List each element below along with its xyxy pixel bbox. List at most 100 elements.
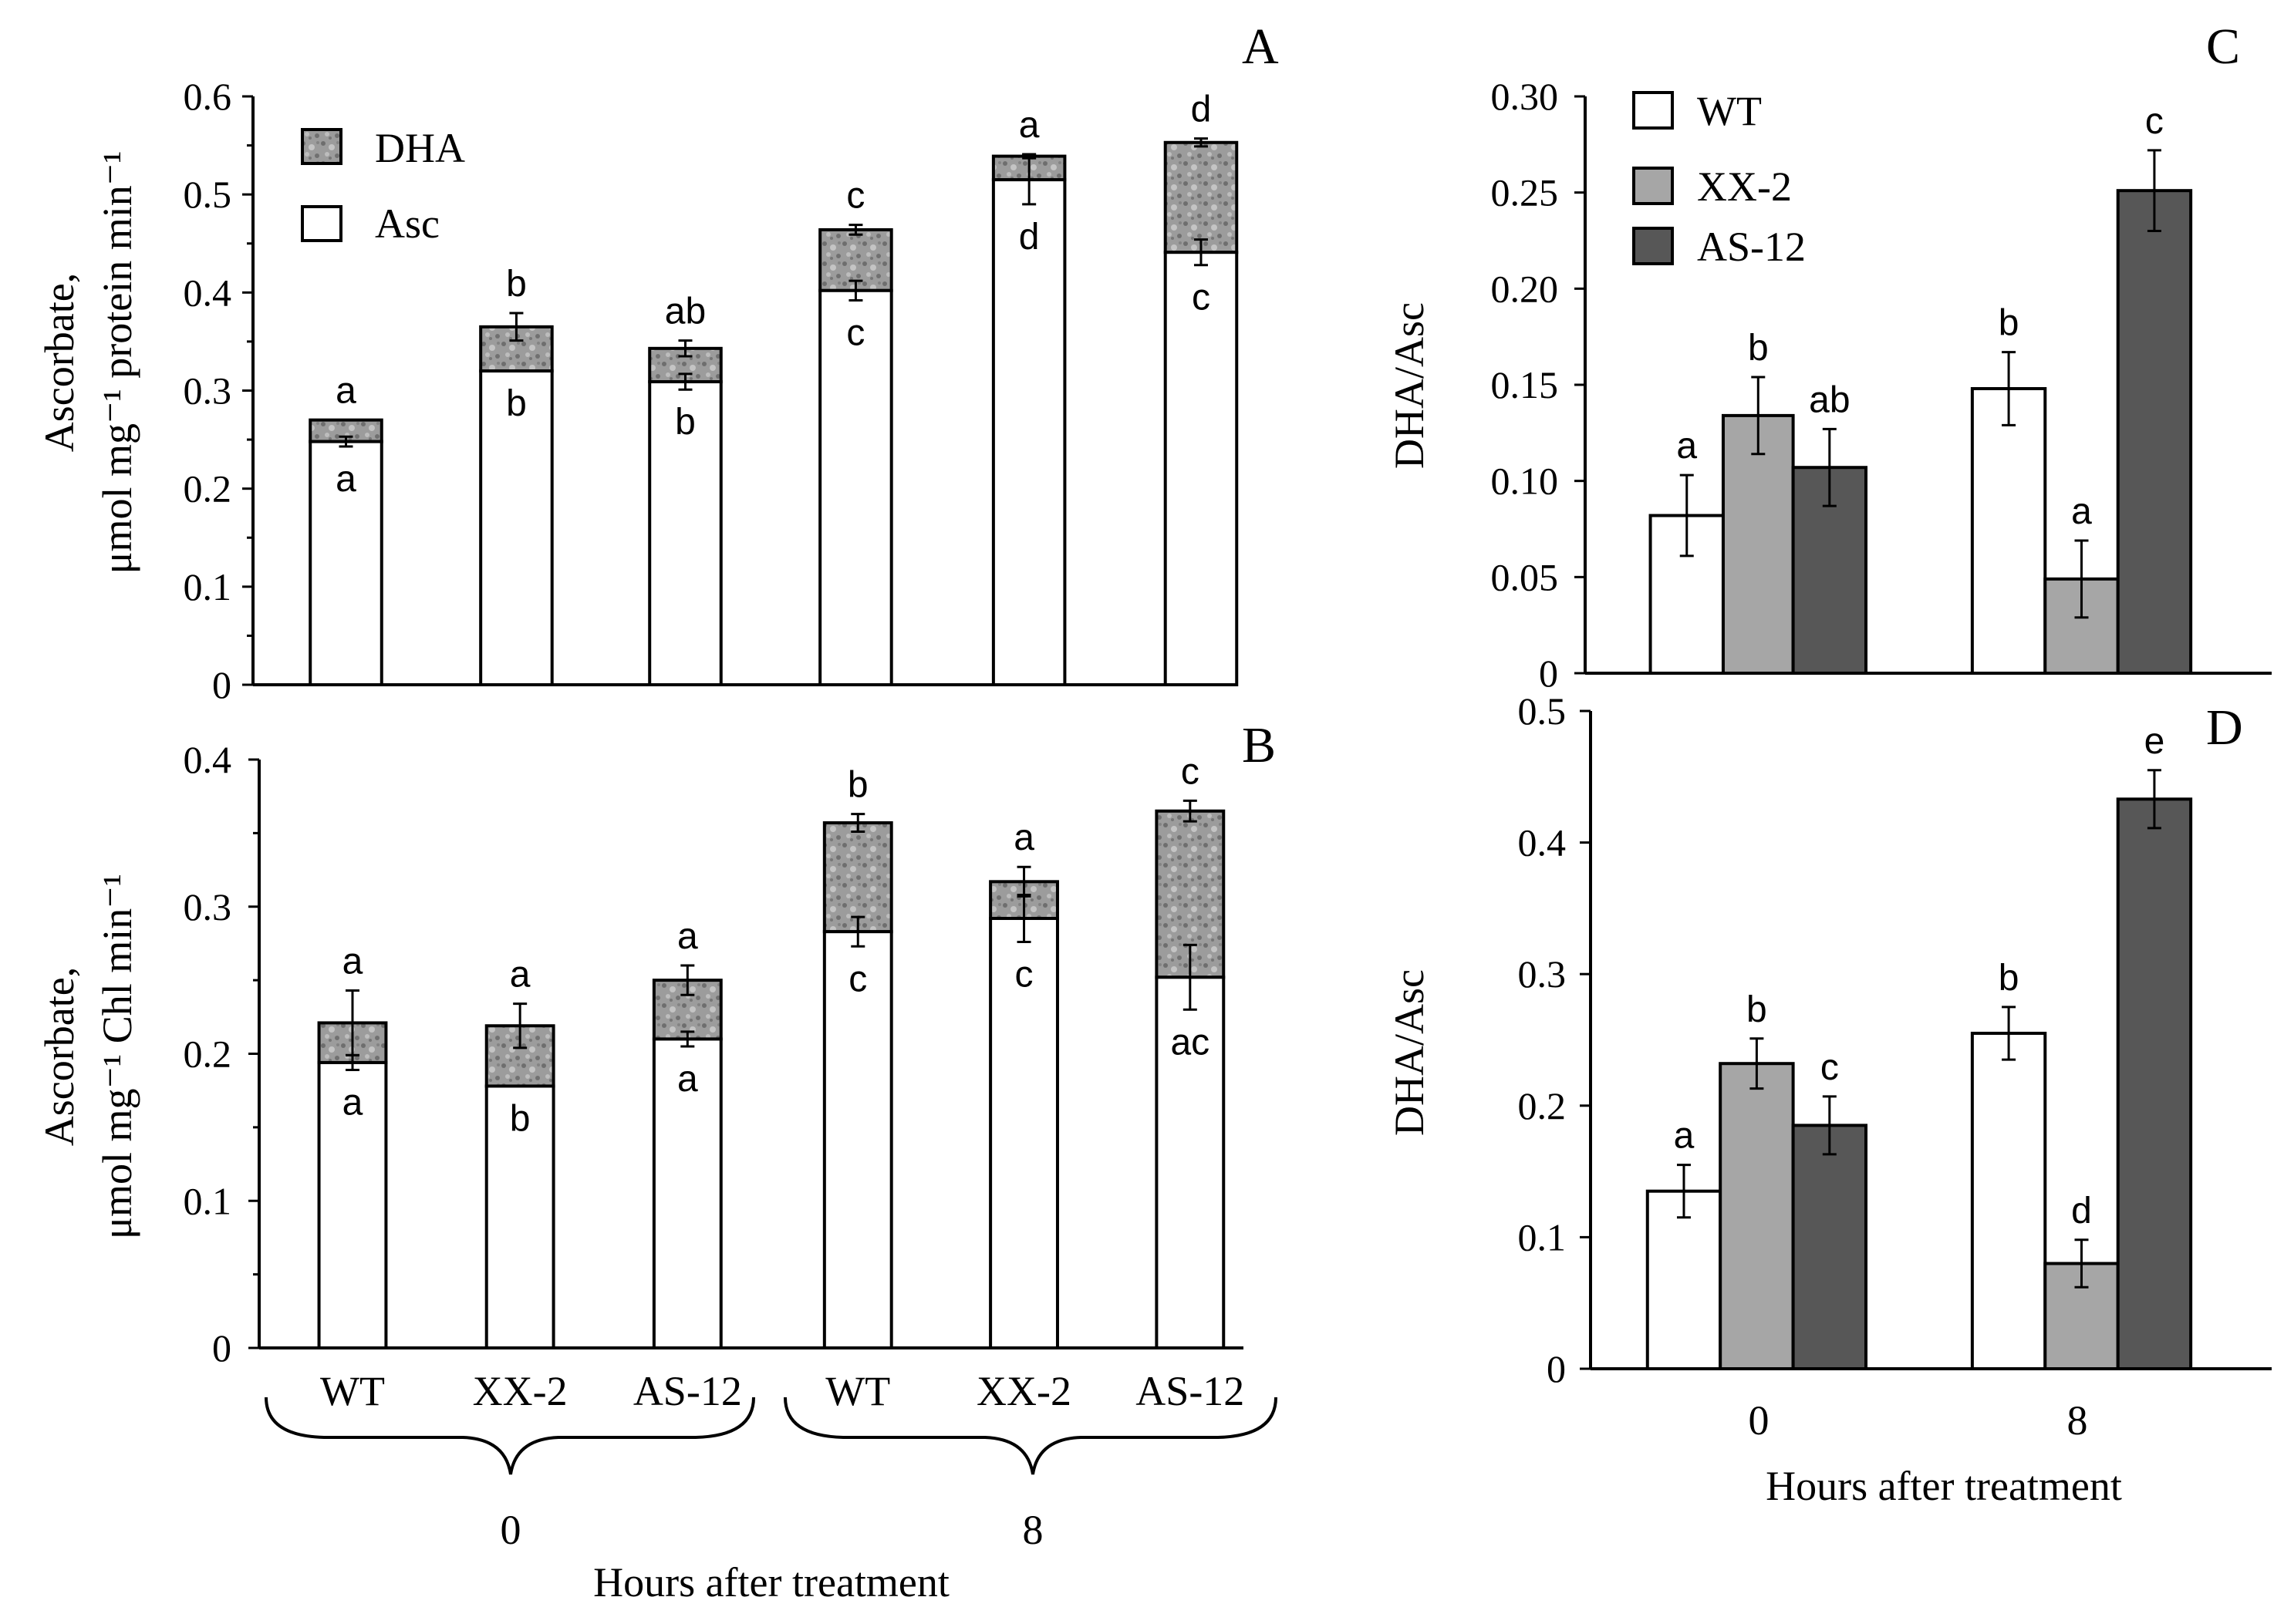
panel-b-letter: B: [1242, 717, 1276, 773]
panel-d: D DHA/Asc 0 0.1 0.2 0.3 0.4 0.5 a b c b d e 0 8 Ho…: [1386, 689, 2272, 1509]
panel-d-ytick-label: 0.4: [1518, 821, 1567, 864]
panel-c-sig: ab: [1809, 379, 1850, 420]
panel-d-sig: d: [2071, 1191, 2092, 1231]
panel-d-group-0: 0: [1749, 1397, 1770, 1444]
panel-a-sig-asc: b: [675, 402, 696, 443]
panel-a-sig-asc: d: [1019, 217, 1040, 258]
panel-b-xlabel-xx2-8h: XX-2: [977, 1368, 1071, 1414]
panel-d-sig: b: [1746, 989, 1767, 1030]
panel-d-letter: D: [2206, 699, 2243, 756]
panel-b-group-8: 8: [1023, 1507, 1044, 1553]
panel-b-sig-asc: ac: [1170, 1022, 1209, 1063]
panel-d-bar-as12-0h: [1791, 1124, 1868, 1370]
panel-d-ytick-label: 0.1: [1518, 1215, 1567, 1258]
panel-b-sig-asc: b: [510, 1098, 531, 1139]
panel-a-ylabel-line2: μmol mg⁻¹ protein min⁻¹: [94, 151, 140, 574]
panel-c-ylabel: DHA/Asc: [1386, 302, 1432, 469]
panel-a-sig-dha: c: [846, 176, 865, 217]
panel-b-x-title: Hours after treatment: [593, 1559, 950, 1605]
legend-label-dha: DHA: [375, 125, 465, 171]
panel-b-sig-dha: a: [510, 955, 531, 996]
panel-a-sig-dha: d: [1191, 89, 1212, 130]
panel-b-ytick-label: 0.2: [184, 1033, 232, 1076]
panel-c-ytick-label: 0.20: [1491, 267, 1559, 310]
panel-b-ylabel-line2: μmol mg⁻¹ Chl min⁻¹: [94, 874, 140, 1239]
panel-b-bar-asc-wt-0h: [317, 1060, 388, 1349]
panel-d-bar-xx2-0h: [1719, 1062, 1795, 1370]
legend-swatch-wt: [1632, 91, 1674, 130]
panel-b-sig-dha: b: [848, 765, 869, 806]
panel-d-sig: c: [1820, 1047, 1839, 1088]
panel-b-sig-dha: a: [677, 916, 698, 957]
panel-c-sig: a: [1676, 426, 1697, 467]
panel-d-ytick-label: 0.2: [1518, 1084, 1567, 1127]
panel-a-ytick-label: 0.5: [184, 173, 232, 216]
panel-b-xlabel-wt-0h: WT: [320, 1368, 385, 1414]
panel-b-sig-dha: a: [1014, 817, 1034, 858]
panel-a-bar-dha-as12-8h: [1163, 140, 1239, 254]
panel-d-ytick-label: 0.3: [1518, 952, 1567, 996]
panel-a-bar-asc-xx2-0h: [479, 369, 554, 686]
panel-c-ytick-label: 0.25: [1491, 171, 1559, 214]
panel-b-sig-asc: c: [848, 959, 867, 999]
panel-a-legend: DHA Asc: [301, 125, 465, 247]
panel-b-xlabel-as12-0h: AS-12: [633, 1368, 742, 1414]
panel-b-ytick-label: 0: [212, 1326, 231, 1370]
panel-d-x-title: Hours after treatment: [1766, 1463, 2122, 1509]
panel-b-sig-dha: c: [1181, 751, 1199, 792]
panel-c-ytick-label: 0: [1539, 652, 1558, 695]
panel-a-sig-asc: b: [506, 383, 527, 424]
panel-b-xlabel-as12-8h: AS-12: [1135, 1368, 1244, 1414]
brace-0h: [265, 1397, 755, 1475]
panel-a-sig-asc: c: [1192, 278, 1210, 318]
panel-b-ytick-label: 0.4: [184, 738, 232, 781]
panel-b-bar-asc-xx2-0h: [484, 1084, 555, 1349]
panel-c-bar-as12-8h: [2116, 189, 2193, 675]
panel-d-bar-as12-8h: [2116, 797, 2193, 1370]
panel-c-sig: c: [2145, 101, 2164, 142]
panel-b-sig-dha: a: [342, 941, 363, 982]
panel-b-group-0: 0: [501, 1507, 521, 1553]
panel-c: C DHA/Asc 00.050.100.150.200.250.30 abab…: [1386, 19, 2272, 695]
panel-a-sig-dha: a: [336, 371, 356, 412]
legend-label-xx2: XX-2: [1697, 163, 1792, 210]
panel-c-ytick-label: 0.10: [1491, 460, 1559, 503]
legend-swatch-dha: [301, 128, 342, 165]
panel-d-ytick-label: 0: [1547, 1347, 1566, 1390]
legend-label-wt: WT: [1697, 88, 1762, 134]
panel-c-ytick-label: 0.30: [1491, 75, 1559, 118]
panel-c-letter: C: [2206, 19, 2240, 75]
panel-b-ytick-label: 0.1: [184, 1179, 232, 1222]
panel-c-sig: b: [1999, 303, 2019, 344]
panel-b-sig-asc: c: [1015, 955, 1034, 996]
panel-b-bar-asc-wt-8h: [822, 930, 893, 1349]
panel-a-ytick-label: 0: [212, 663, 231, 706]
legend-label-as12: AS-12: [1697, 224, 1806, 270]
panel-c-ytick-label: 0.15: [1491, 363, 1559, 406]
panel-b-xlabel-xx2-0h: XX-2: [473, 1368, 568, 1414]
panel-b-sig-asc: a: [677, 1059, 698, 1100]
panel-b-bar-asc-as12-0h: [652, 1037, 723, 1350]
legend-label-asc: Asc: [375, 200, 440, 247]
panel-a-ytick-label: 0.6: [184, 75, 232, 118]
panel-b-bar-asc-as12-8h: [1155, 975, 1226, 1350]
panel-a-letter: A: [1242, 19, 1279, 75]
panel-a-ylabel-line1: Ascorbate,: [36, 273, 83, 452]
panel-c-bar-wt-8h: [1970, 386, 2047, 675]
panel-c-ytick-label: 0.05: [1491, 555, 1559, 598]
panel-d-bar-wt-8h: [1970, 1031, 2047, 1370]
panel-a-sig-dha: b: [506, 264, 527, 305]
panel-d-sig: a: [1674, 1116, 1695, 1157]
panel-b-bar-dha-as12-8h: [1155, 809, 1226, 979]
panel-a-sig-dha: a: [1019, 105, 1040, 146]
panel-d-sig: e: [2144, 721, 2165, 762]
legend-swatch-as12: [1632, 227, 1674, 265]
panel-b-ytick-label: 0.3: [184, 885, 232, 928]
panel-a-bar-asc-xx2-8h: [991, 178, 1067, 686]
panel-c-sig: a: [2071, 491, 2092, 532]
panel-b-xlabel-wt-8h: WT: [825, 1368, 890, 1414]
legend-swatch-xx2: [1632, 167, 1674, 205]
panel-a-ytick-label: 0.3: [184, 369, 232, 413]
brace-8h: [784, 1397, 1277, 1475]
panel-d-ytick-label: 0.5: [1518, 689, 1567, 733]
